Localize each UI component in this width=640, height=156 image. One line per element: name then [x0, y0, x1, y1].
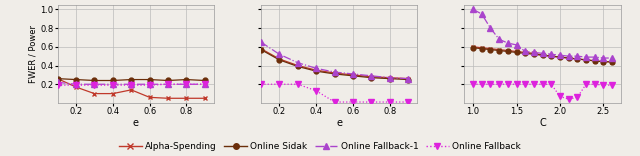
X-axis label: C: C: [540, 117, 546, 127]
Y-axis label: FWER / Power: FWER / Power: [28, 25, 37, 83]
X-axis label: e: e: [133, 117, 139, 127]
X-axis label: e: e: [336, 117, 342, 127]
Legend: Alpha-Spending, Online Sidak, Online Fallback-1, Online Fallback: Alpha-Spending, Online Sidak, Online Fal…: [115, 138, 525, 155]
